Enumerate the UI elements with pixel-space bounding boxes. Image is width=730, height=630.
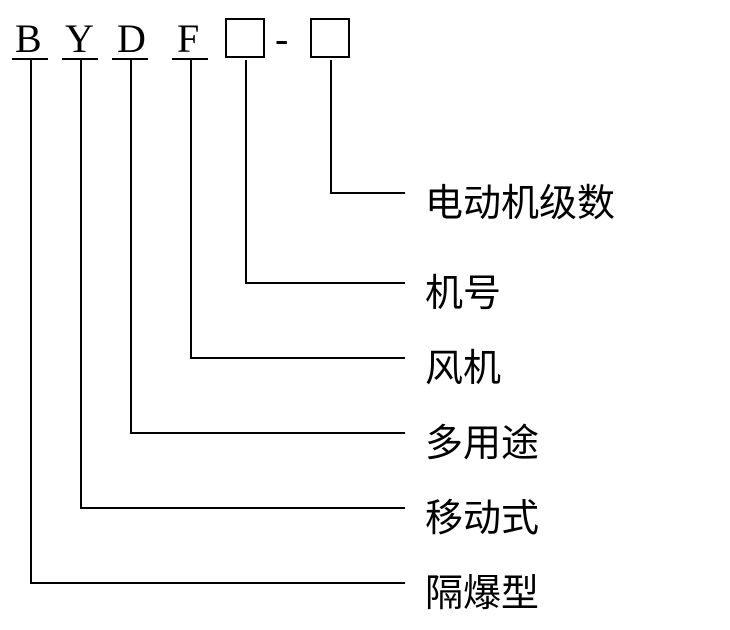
code-char-d: D: [117, 15, 146, 62]
vline-y: [80, 60, 82, 507]
label-mobile: 移动式: [425, 487, 539, 542]
vline-f: [190, 60, 192, 357]
code-char-y: Y: [65, 15, 94, 62]
dash: -: [275, 15, 288, 62]
vline-b: [30, 60, 32, 582]
code-char-b: B: [15, 15, 42, 62]
label-fan: 风机: [425, 337, 501, 392]
box-2: [310, 18, 350, 58]
label-explosion-proof: 隔爆型: [425, 562, 539, 617]
code-char-f: F: [177, 15, 199, 62]
box-1: [225, 18, 265, 58]
vline-box2: [330, 60, 332, 192]
hline-f: [190, 357, 405, 359]
label-machine-number: 机号: [425, 262, 501, 317]
label-multipurpose: 多用途: [425, 412, 539, 467]
hline-b: [30, 582, 405, 584]
hline-d: [130, 432, 405, 434]
hline-y: [80, 507, 405, 509]
hline-box1: [245, 282, 405, 284]
hline-box2: [330, 192, 405, 194]
vline-d: [130, 60, 132, 432]
label-motor-poles: 电动机级数: [425, 172, 615, 227]
vline-box1: [245, 60, 247, 282]
